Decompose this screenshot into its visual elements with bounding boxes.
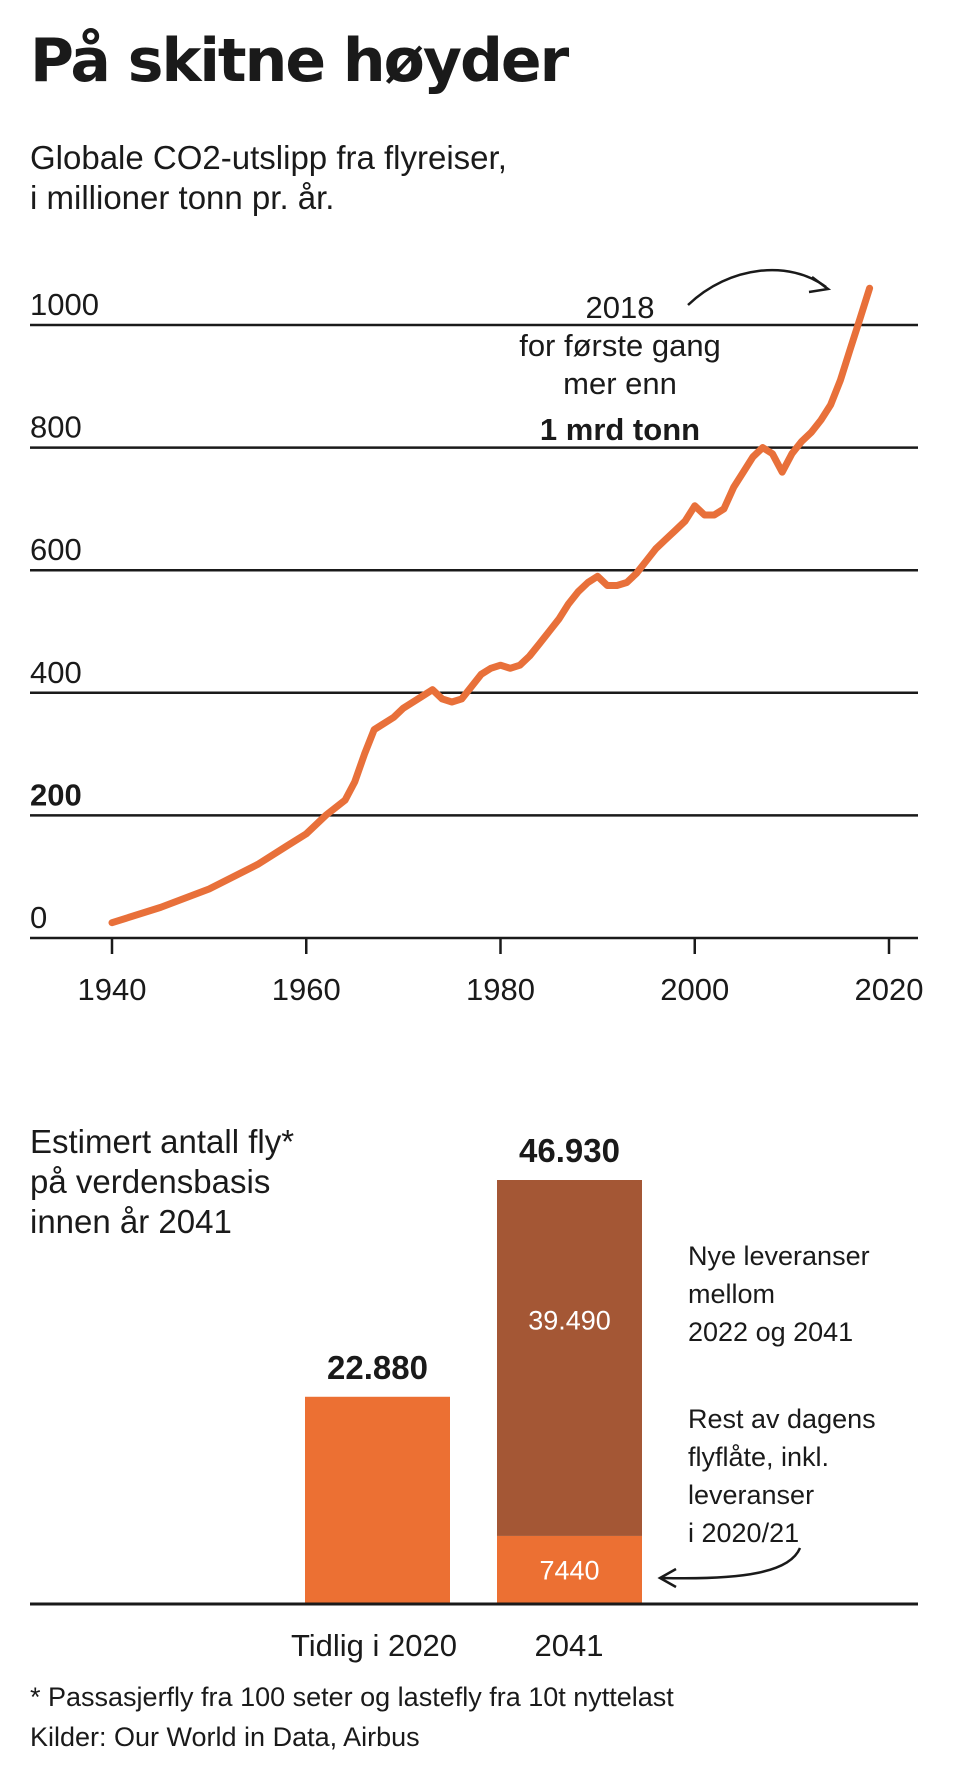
chart-subtitle-line-1: Globale CO2-utslipp fra flyreiser, (30, 139, 507, 176)
co2-line-chart: 0 200 400 600 800 1000 1940 1960 1980 2000 2020 2… (30, 268, 924, 1007)
note-new-deliveries-line-1: Nye leveranser (688, 1241, 870, 1271)
x-tick-label-1940: 1940 (78, 972, 147, 1007)
sources: Kilder: Our World in Data, Airbus (30, 1722, 420, 1752)
line-chart-annotation: 2018 for første gang mer enn 1 mrd tonn (519, 268, 832, 447)
aircraft-bar-chart: Estimert antall fly* på verdensbasis inn… (30, 1123, 918, 1663)
bar-1-segment-0-label: 7440 (539, 1555, 599, 1585)
note-remaining-fleet-line-4: i 2020/21 (688, 1518, 799, 1548)
page-title: På skitne høyder (30, 26, 569, 96)
bar-1-category-label: 2041 (535, 1628, 604, 1663)
line-chart-gridlines (30, 323, 918, 940)
bar-1-total-label: 46.930 (519, 1132, 620, 1169)
bar-1-segment-1 (497, 1180, 642, 1536)
y-tick-label-800: 800 (30, 410, 82, 445)
bar-chart-legend-notes: Nye leveranser mellom 2022 og 2041 Rest … (657, 1241, 876, 1589)
y-tick-label-400: 400 (30, 655, 82, 690)
bar-chart-title-line-3: innen år 2041 (30, 1203, 232, 1240)
y-tick-label-600: 600 (30, 532, 82, 567)
line-chart-x-tick-labels: 1940 1960 1980 2000 2020 (78, 972, 924, 1007)
bar-0-total-label: 22.880 (327, 1349, 428, 1386)
note-new-deliveries-line-3: 2022 og 2041 (688, 1317, 853, 1347)
line-chart-y-tick-labels: 0 200 400 600 800 1000 (30, 287, 99, 935)
note-remaining-fleet-line-2: flyflåte, inkl. (688, 1442, 829, 1472)
remaining-fleet-arrowhead (657, 1567, 677, 1589)
bar-0-category-label: Tidlig i 2020 (291, 1628, 457, 1663)
bar-0-segment-0 (305, 1396, 450, 1603)
x-tick-label-1980: 1980 (466, 972, 535, 1007)
note-remaining-fleet-line-3: leveranser (688, 1480, 814, 1510)
line-chart-series (108, 284, 874, 927)
remaining-fleet-arrow (661, 1547, 802, 1580)
line-chart-x-axis (110, 938, 891, 954)
y-tick-label-0: 0 (30, 900, 47, 935)
x-tick-label-2020: 2020 (855, 972, 924, 1007)
bar-chart-title-line-1: Estimert antall fly* (30, 1123, 294, 1160)
annotation-line-2: for første gang (519, 328, 721, 363)
annotation-line-3: mer enn (563, 366, 677, 401)
bar-1-segment-0 (497, 1535, 642, 1603)
annotation-arrowhead (808, 276, 832, 294)
bar-chart-title-line-2: på verdensbasis (30, 1163, 270, 1200)
bar-chart-bars: 22.880 Tidlig i 2020 7440 39.490 46.930 2041 (291, 1132, 642, 1663)
note-remaining-fleet-line-1: Rest av dagens (688, 1404, 876, 1434)
co2-emissions-line (108, 284, 874, 927)
y-tick-label-200: 200 (30, 777, 82, 812)
note-new-deliveries-line-2: mellom (688, 1279, 775, 1309)
annotation-arrow (687, 268, 827, 306)
annotation-line-1: 2018 (586, 290, 655, 325)
footnote: * Passasjerfly fra 100 seter og lastefly… (30, 1682, 674, 1712)
annotation-bold-line: 1 mrd tonn (540, 412, 700, 447)
chart-subtitle-line-2: i millioner tonn pr. år. (30, 179, 335, 216)
x-tick-label-1960: 1960 (272, 972, 341, 1007)
bar-1-segment-1-label: 39.490 (528, 1305, 611, 1335)
y-tick-label-1000: 1000 (30, 287, 99, 322)
x-tick-label-2000: 2000 (660, 972, 729, 1007)
